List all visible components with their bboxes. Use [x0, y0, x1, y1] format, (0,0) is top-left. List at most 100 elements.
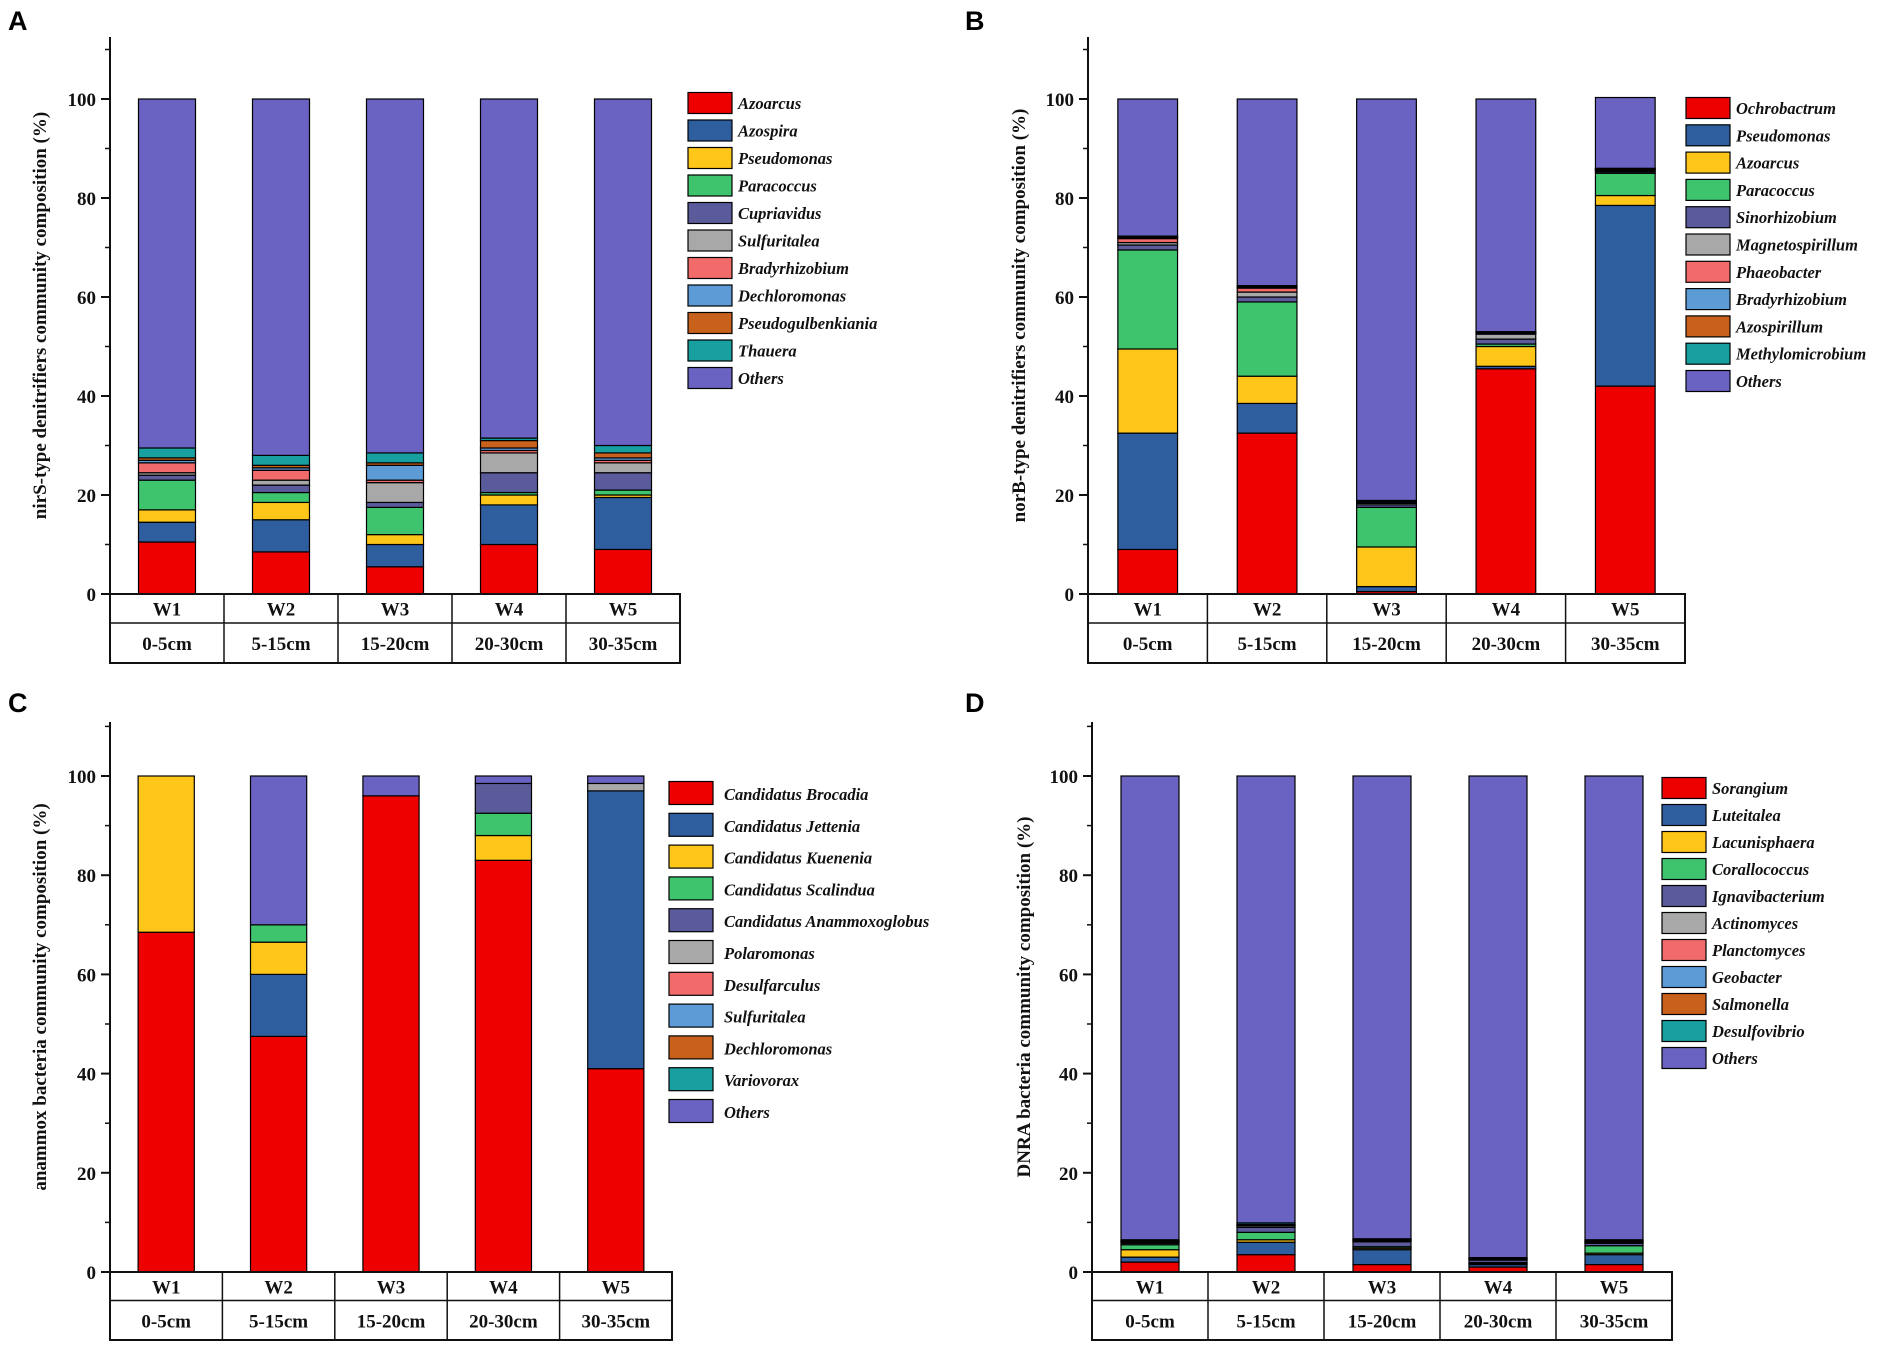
bar-segment-w1-luteitalea [1120, 1256, 1180, 1263]
bar-segment-w1-azoarcus [1117, 348, 1179, 434]
legend-swatch-geobacter [1661, 965, 1707, 989]
legend-label-phaeobacter: Phaeobacter [1735, 263, 1822, 282]
y-tick-label: 60 [1055, 288, 1074, 309]
bar-segment-w1-lacunisphaera [1120, 1249, 1180, 1258]
bar-segment-w5-ochrobactrum [1594, 385, 1656, 595]
y-tick-label: 0 [1065, 585, 1075, 606]
category-label: W2 [267, 599, 296, 620]
legend-swatch-salmonella [1661, 992, 1707, 1016]
depth-label: 30-35cm [1580, 1311, 1649, 1332]
y-tick-label: 40 [1055, 387, 1074, 408]
legend-label-ignavibacterium: Ignavibacterium [1711, 887, 1825, 906]
depth-label: 5-15cm [1238, 634, 1297, 655]
y-tick-label: 80 [77, 189, 96, 210]
legend-swatch-candidatus-kuenenia [668, 844, 714, 869]
bar-segment-w2-paracoccus [251, 491, 311, 504]
legend-swatch-luteitalea [1661, 803, 1707, 827]
legend-swatch-phaeobacter [1685, 260, 1731, 283]
bar-segment-w5-candidatus-jettenia [587, 790, 645, 1070]
bar-segment-w2-bradyrhizobium [251, 469, 311, 481]
legend-label-dechloromonas: Dechloromonas [723, 1039, 832, 1058]
y-tick-label: 100 [68, 767, 97, 788]
legend-swatch-dechloromonas [687, 284, 733, 307]
bar-segment-w3-candidatus-brocadia [362, 795, 420, 1273]
bar-segment-w2-others [249, 775, 308, 926]
bar-segment-w1-thauera [137, 447, 197, 459]
legend-swatch-pseudomonas [687, 146, 733, 170]
legend-swatch-azoarcus [687, 91, 733, 115]
y-tick-label: 100 [68, 90, 97, 111]
legend-label-others: Others [738, 369, 784, 388]
legend-label-corallococcus: Corallococcus [1712, 860, 1809, 879]
legend-swatch-cupriavidus [687, 201, 733, 225]
bar-segment-w4-sinorhizobium [1475, 338, 1537, 345]
bar-segment-w1-others [1117, 98, 1179, 237]
legend-swatch-candidatus-anammoxoglobus [668, 908, 714, 933]
category-table [1091, 1271, 1673, 1341]
legend-label-sinorhizobium: Sinorhizobium [1736, 208, 1837, 227]
y-axis-label: anammox bacteria community composition (… [30, 803, 51, 1190]
y-tick-label: 20 [77, 1164, 96, 1185]
bar-segment-w5-azoarcus [593, 548, 653, 595]
bar-segment-w3-sorangium [1352, 1263, 1412, 1273]
y-tick-label: 20 [1055, 486, 1074, 507]
legend-swatch-pseudogulbenkiania [687, 311, 733, 335]
legend-label-bradyrhizobium: Bradyrhizobium [1735, 290, 1847, 309]
bar-segment-w2-ochrobactrum [1236, 432, 1298, 595]
legend-swatch-others [1685, 369, 1731, 393]
bar-segment-w4-azoarcus [1475, 345, 1537, 367]
bar-segment-w1-paracoccus [137, 479, 197, 511]
bar-segment-w1-candidatus-kuenenia [137, 775, 195, 933]
legend-label-cupriavidus: Cupriavidus [738, 204, 821, 223]
bar-segment-w1-corallococcus [1120, 1244, 1180, 1251]
legend: Sorangium Luteitalea Lacunisphaera Coralloc… [1661, 776, 1877, 1087]
category-table [1087, 593, 1686, 664]
bar-segment-w5-azoarcus [1594, 194, 1656, 207]
bar-segment-w3-paracoccus [365, 506, 425, 536]
legend-swatch-paracoccus [1685, 178, 1731, 201]
legend-swatch-bradyrhizobium [687, 256, 733, 280]
bar-segment-w2-pseudomonas [1236, 402, 1298, 434]
legend-label-desulfovibrio: Desulfovibrio [1711, 1022, 1805, 1041]
bar-segment-w2-others [1236, 775, 1296, 1224]
depth-label: 15-20cm [357, 1311, 426, 1332]
bar-segment-w2-paracoccus [1236, 301, 1298, 377]
bar-segment-w2-candidatus-kuenenia [249, 941, 308, 975]
legend-swatch-sulfuritalea [687, 229, 733, 252]
panel-a-letter: A [8, 6, 28, 36]
bar-segment-w2-cupriavidus [251, 484, 311, 494]
legend-swatch-magnetospirillum [1685, 233, 1731, 256]
bar-segment-w4-candidatus-brocadia [474, 859, 533, 1273]
legend-swatch-bradyrhizobium [1685, 288, 1731, 311]
panel-d: D 0 20 40 60 80 100 DNRA bacteria community com… [965, 688, 1877, 1341]
y-tick-label: 60 [77, 965, 96, 986]
legend-swatch-polaromonas [668, 939, 714, 965]
legend-label-sulfuritalea: Sulfuritalea [738, 232, 820, 251]
legend-swatch-actinomyces [1661, 911, 1707, 935]
depth-label: 30-35cm [1591, 634, 1660, 655]
bar-segment-w2-candidatus-jettenia [249, 973, 308, 1038]
legend-swatch-candidatus-brocadia [668, 780, 714, 806]
category-label: W3 [381, 599, 410, 620]
legend-swatch-others [668, 1098, 714, 1124]
legend-label-others: Others [724, 1103, 770, 1122]
bar-segment-w3-luteitalea [1352, 1249, 1412, 1266]
legend-swatch-azospirillum [1685, 315, 1731, 338]
legend-swatch-lacunisphaera [1661, 830, 1707, 854]
category-label: W1 [1136, 1277, 1165, 1298]
legend-label-salmonella: Salmonella [1712, 995, 1789, 1014]
bar-segment-w4-cupriavidus [479, 472, 539, 494]
y-tick-label: 40 [77, 387, 96, 408]
depth-label: 20-30cm [469, 1311, 538, 1332]
panel-a: A 0 20 40 60 80 100 nirS-type denitrifiers comm… [8, 6, 940, 664]
bar-segment-w1-sorangium [1120, 1261, 1180, 1273]
bar-segment-w3-others [1356, 98, 1417, 502]
bar-segment-w5-polaromonas [587, 782, 645, 792]
y-tick-label: 60 [77, 288, 96, 309]
depth-label: 15-20cm [1352, 634, 1421, 655]
category-label: W1 [152, 1277, 181, 1298]
depth-label: 20-30cm [1472, 634, 1541, 655]
depth-label: 5-15cm [249, 1311, 308, 1332]
legend-swatch-candidatus-jettenia [668, 812, 714, 837]
y-tick-label: 40 [77, 1065, 96, 1086]
